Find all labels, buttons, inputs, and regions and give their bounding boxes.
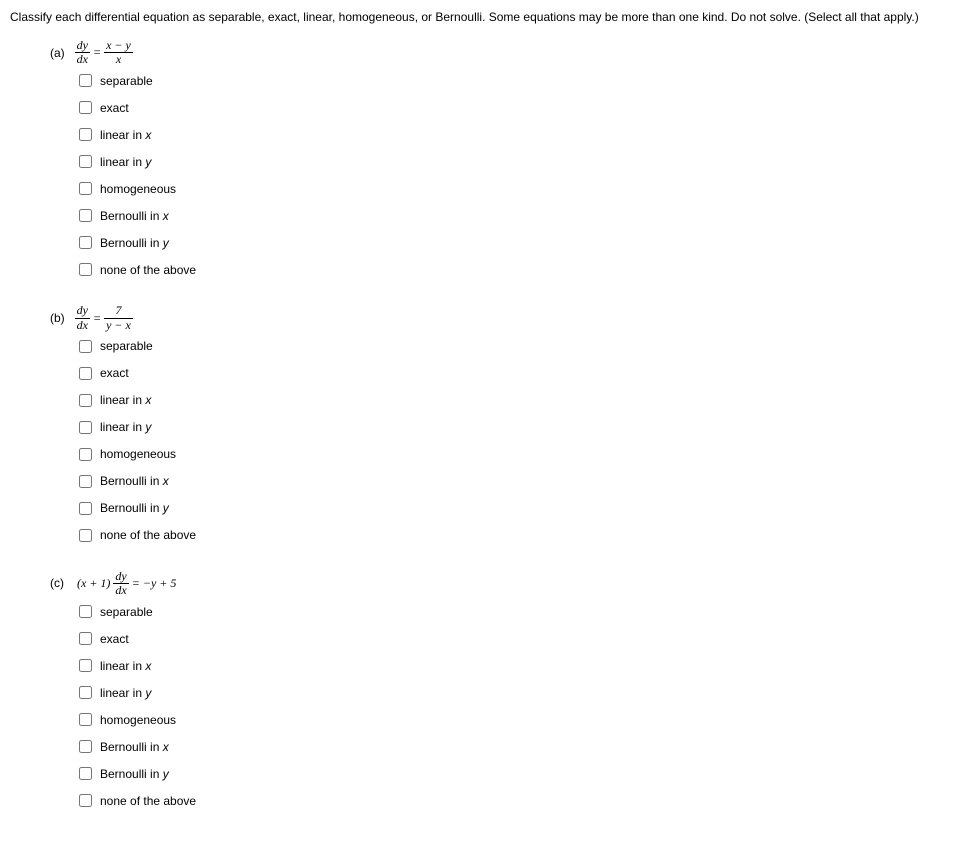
option-label: linear in y: [100, 155, 151, 169]
question-c: (c) (x + 1) dy dx = −y + 5 separable exa…: [50, 570, 952, 810]
equals-sign: =: [93, 311, 101, 326]
checkbox-b-bernoulli-x[interactable]: [79, 475, 92, 488]
checkbox-a-homogeneous[interactable]: [79, 182, 92, 195]
option-label: homogeneous: [100, 713, 176, 727]
checkbox-b-linear-y[interactable]: [79, 421, 92, 434]
question-a-options: separable exact linear in x linear in y …: [75, 71, 952, 279]
checkbox-a-none[interactable]: [79, 263, 92, 276]
checkbox-c-separable[interactable]: [79, 605, 92, 618]
option-label: linear in y: [100, 420, 151, 434]
option-label: separable: [100, 74, 153, 88]
equation-a-right-fraction: x − y x: [104, 39, 133, 66]
checkbox-a-exact[interactable]: [79, 101, 92, 114]
checkbox-a-bernoulli-x[interactable]: [79, 209, 92, 222]
option-label: homogeneous: [100, 182, 176, 196]
checkbox-c-exact[interactable]: [79, 632, 92, 645]
option-label: separable: [100, 339, 153, 353]
checkbox-c-bernoulli-y[interactable]: [79, 767, 92, 780]
option-label: linear in x: [100, 393, 151, 407]
option-label: linear in x: [100, 659, 151, 673]
checkbox-a-linear-x[interactable]: [79, 128, 92, 141]
option-label: homogeneous: [100, 447, 176, 461]
checkbox-b-separable[interactable]: [79, 340, 92, 353]
option-label: exact: [100, 101, 129, 115]
option-label: exact: [100, 366, 129, 380]
option-label: linear in y: [100, 686, 151, 700]
equation-c-suffix: = −y + 5: [132, 576, 177, 591]
question-a-label: (a): [50, 46, 65, 60]
question-b-options: separable exact linear in x linear in y …: [75, 337, 952, 545]
checkbox-b-exact[interactable]: [79, 367, 92, 380]
option-label: none of the above: [100, 794, 196, 808]
checkbox-c-linear-y[interactable]: [79, 686, 92, 699]
checkbox-b-linear-x[interactable]: [79, 394, 92, 407]
checkbox-a-linear-y[interactable]: [79, 155, 92, 168]
option-label: separable: [100, 605, 153, 619]
checkbox-a-separable[interactable]: [79, 74, 92, 87]
question-c-options: separable exact linear in x linear in y …: [75, 602, 952, 810]
question-b: (b) dy dx = 7 y − x separable exact line…: [50, 304, 952, 544]
option-label: exact: [100, 632, 129, 646]
equation-b-right-fraction: 7 y − x: [104, 304, 133, 331]
option-label: none of the above: [100, 528, 196, 542]
question-a: (a) dy dx = x − y x separable exact line…: [50, 39, 952, 279]
question-c-label: (c): [50, 576, 64, 590]
checkbox-b-bernoulli-y[interactable]: [79, 502, 92, 515]
option-label: Bernoulli in y: [100, 767, 169, 781]
option-label: Bernoulli in x: [100, 474, 169, 488]
option-label: Bernoulli in x: [100, 209, 169, 223]
option-label: Bernoulli in x: [100, 740, 169, 754]
option-label: Bernoulli in y: [100, 236, 169, 250]
equation-c-fraction: dy dx: [113, 570, 128, 597]
checkbox-b-none[interactable]: [79, 529, 92, 542]
checkbox-c-none[interactable]: [79, 794, 92, 807]
option-label: linear in x: [100, 128, 151, 142]
equation-a-left-fraction: dy dx: [75, 39, 90, 66]
question-b-label: (b): [50, 311, 65, 325]
option-label: Bernoulli in y: [100, 501, 169, 515]
equals-sign: =: [93, 45, 101, 60]
instructions-text: Classify each differential equation as s…: [10, 10, 952, 24]
equation-c-prefix: (x + 1): [77, 576, 110, 591]
checkbox-c-bernoulli-x[interactable]: [79, 740, 92, 753]
equation-b-left-fraction: dy dx: [75, 304, 90, 331]
checkbox-c-homogeneous[interactable]: [79, 713, 92, 726]
checkbox-c-linear-x[interactable]: [79, 659, 92, 672]
option-label: none of the above: [100, 263, 196, 277]
checkbox-b-homogeneous[interactable]: [79, 448, 92, 461]
checkbox-a-bernoulli-y[interactable]: [79, 236, 92, 249]
